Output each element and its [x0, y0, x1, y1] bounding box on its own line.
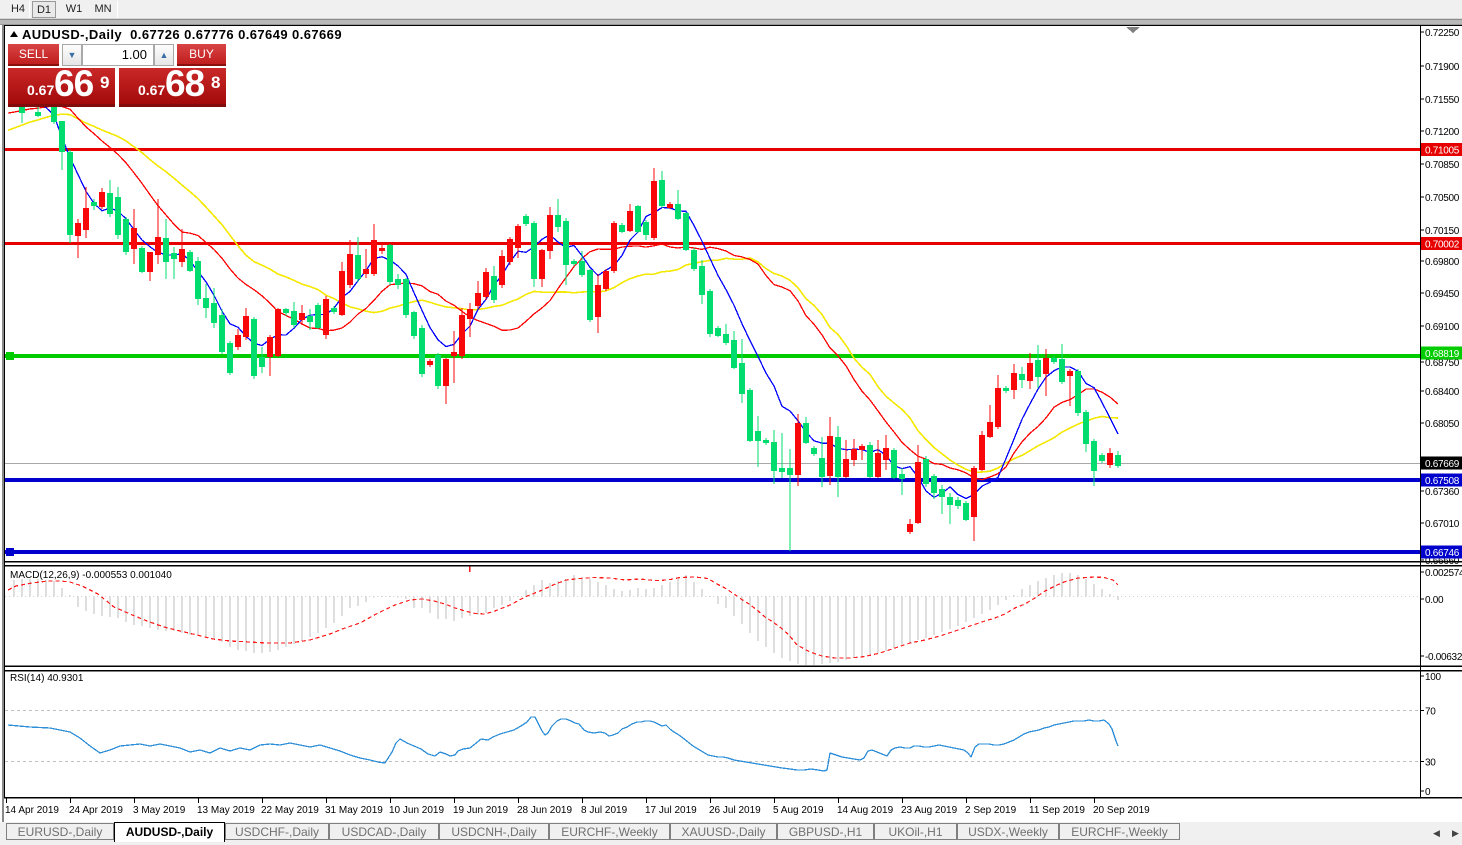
svg-text:0.68819: 0.68819: [1425, 349, 1460, 360]
svg-text:3 May 2019: 3 May 2019: [133, 805, 186, 816]
svg-text:14 Apr 2019: 14 Apr 2019: [5, 805, 59, 816]
svg-text:30: 30: [1425, 758, 1436, 769]
svg-text:-0.006326: -0.006326: [1425, 652, 1462, 663]
svg-text:11 Sep 2019: 11 Sep 2019: [1029, 805, 1085, 816]
svg-text:MACD(12,26,9) -0.000553 0.0010: MACD(12,26,9) -0.000553 0.001040: [10, 570, 172, 581]
svg-text:0.70500: 0.70500: [1425, 193, 1460, 204]
svg-text:13 May 2019: 13 May 2019: [197, 805, 255, 816]
svg-text:28 Jun 2019: 28 Jun 2019: [517, 805, 572, 816]
svg-text:0.72250: 0.72250: [1425, 28, 1460, 39]
svg-text:70: 70: [1425, 707, 1436, 718]
svg-text:23 Aug 2019: 23 Aug 2019: [901, 805, 958, 816]
svg-text:0.66746: 0.66746: [1425, 548, 1460, 559]
svg-text:0.69800: 0.69800: [1425, 257, 1460, 268]
svg-text:17 Jul 2019: 17 Jul 2019: [645, 805, 697, 816]
svg-text:RSI(14) 40.9301: RSI(14) 40.9301: [10, 673, 84, 684]
svg-text:0.69100: 0.69100: [1425, 322, 1460, 333]
svg-text:0.67360: 0.67360: [1425, 487, 1460, 498]
svg-text:0.70850: 0.70850: [1425, 160, 1460, 171]
svg-text:14 Aug 2019: 14 Aug 2019: [837, 805, 894, 816]
svg-text:100: 100: [1425, 672, 1442, 683]
svg-text:0.67010: 0.67010: [1425, 519, 1460, 530]
svg-text:0.71550: 0.71550: [1425, 95, 1460, 106]
svg-text:0.70002: 0.70002: [1425, 240, 1460, 251]
svg-text:0.68750: 0.68750: [1425, 358, 1460, 369]
svg-text:0.68050: 0.68050: [1425, 419, 1460, 430]
svg-text:0: 0: [1425, 787, 1431, 798]
svg-text:2 Sep 2019: 2 Sep 2019: [965, 805, 1017, 816]
svg-text:0.71200: 0.71200: [1425, 127, 1460, 138]
svg-text:26 Jul 2019: 26 Jul 2019: [709, 805, 761, 816]
svg-text:31 May 2019: 31 May 2019: [325, 805, 383, 816]
svg-text:0.002574: 0.002574: [1425, 568, 1462, 579]
svg-text:0.67669: 0.67669: [1425, 459, 1460, 470]
svg-text:0.00: 0.00: [1425, 595, 1444, 606]
svg-text:0.66660: 0.66660: [1425, 556, 1460, 567]
svg-text:0.69450: 0.69450: [1425, 289, 1460, 300]
svg-text:0.70150: 0.70150: [1425, 226, 1460, 237]
svg-text:0.68400: 0.68400: [1425, 387, 1460, 398]
svg-text:24 Apr 2019: 24 Apr 2019: [69, 805, 123, 816]
svg-text:20 Sep 2019: 20 Sep 2019: [1093, 805, 1150, 816]
svg-text:22 May 2019: 22 May 2019: [261, 805, 319, 816]
svg-text:0.71900: 0.71900: [1425, 62, 1460, 73]
svg-text:0.71005: 0.71005: [1425, 146, 1460, 157]
svg-text:10 Jun 2019: 10 Jun 2019: [389, 805, 444, 816]
svg-text:5 Aug 2019: 5 Aug 2019: [773, 805, 824, 816]
svg-text:0.67508: 0.67508: [1425, 476, 1460, 487]
svg-text:19 Jun 2019: 19 Jun 2019: [453, 805, 508, 816]
svg-text:8 Jul 2019: 8 Jul 2019: [581, 805, 628, 816]
